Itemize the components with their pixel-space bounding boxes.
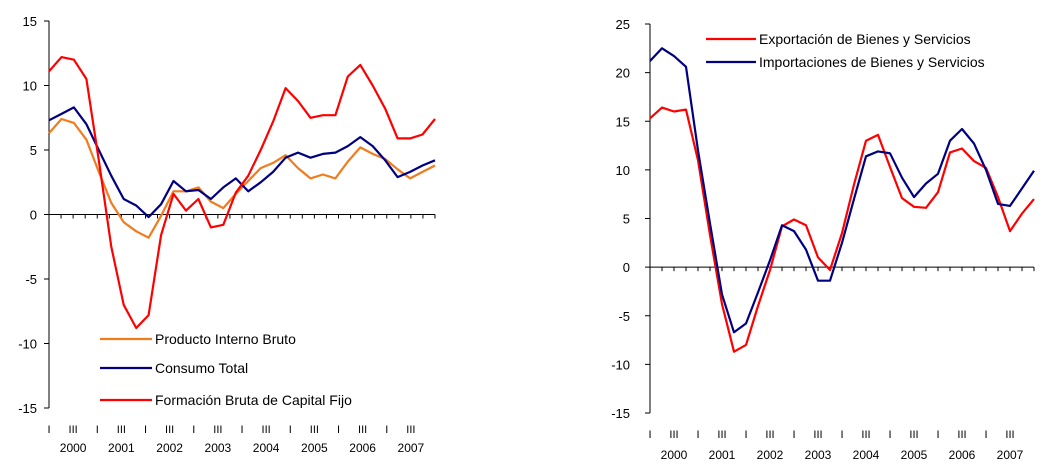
quarter-label: III (1005, 429, 1014, 441)
series-line-consumo-total (48, 106, 436, 219)
year-label: 2005 (901, 448, 928, 462)
y-tick-label: -15 (18, 401, 37, 416)
quarter-label: III (310, 424, 319, 436)
year-label: 2001 (108, 441, 135, 455)
quarter-label: III (717, 429, 726, 441)
quarter-label: III (358, 424, 367, 436)
y-tick-label: 15 (616, 114, 630, 129)
series-line-producto-interno-bruto (48, 117, 436, 239)
legend-label: Producto Interno Bruto (155, 331, 296, 347)
legend-label: Importaciones de Bienes y Servicios (759, 54, 985, 70)
series-line-importaciones-de-bienes-y-servicios (649, 47, 1035, 334)
quarter-label: I (192, 424, 195, 436)
y-tick-label: -10 (611, 357, 630, 372)
quarter-label: I (648, 429, 651, 441)
year-label: 2002 (156, 441, 183, 455)
year-label: 2006 (949, 448, 976, 462)
quarter-label: III (117, 424, 126, 436)
y-tick-label: -5 (618, 309, 630, 324)
quarter-label: I (385, 424, 388, 436)
y-tick-label: 15 (23, 14, 37, 29)
year-label: 2002 (757, 448, 784, 462)
quarter-label: III (669, 429, 678, 441)
series-line-formaci-n-bruta-de-capital-fijo (48, 55, 436, 330)
quarter-label: I (744, 429, 747, 441)
year-label: 2003 (805, 448, 832, 462)
y-tick-label: 25 (616, 17, 630, 32)
quarter-label: I (47, 424, 50, 436)
y-tick-label: 0 (30, 208, 37, 223)
year-label: 2004 (853, 448, 880, 462)
y-tick-label: -15 (611, 406, 630, 421)
quarter-label: III (213, 424, 222, 436)
quarter-label: III (861, 429, 870, 441)
y-tick-label: 0 (623, 260, 630, 275)
y-tick-label: 20 (616, 66, 630, 81)
y-tick-label: 10 (616, 163, 630, 178)
quarter-label: III (262, 424, 271, 436)
quarter-label: III (69, 424, 78, 436)
year-label: 2003 (205, 441, 232, 455)
quarter-label: I (840, 429, 843, 441)
y-tick-label: -10 (18, 337, 37, 352)
year-label: 2004 (253, 441, 280, 455)
quarter-label: I (696, 429, 699, 441)
year-label: 2000 (661, 448, 688, 462)
quarter-label: I (240, 424, 243, 436)
quarter-label: III (957, 429, 966, 441)
legend-label: Exportación de Bienes y Servicios (759, 31, 971, 47)
quarter-label: I (96, 424, 99, 436)
quarter-label: III (813, 429, 822, 441)
year-label: 2001 (709, 448, 736, 462)
quarter-label: I (289, 424, 292, 436)
legend-label: Consumo Total (155, 360, 248, 376)
quarter-label: III (909, 429, 918, 441)
year-label: 2007 (997, 448, 1024, 462)
year-label: 2005 (301, 441, 328, 455)
quarter-label: I (888, 429, 891, 441)
y-tick-label: -5 (25, 272, 37, 287)
year-label: 2007 (398, 441, 425, 455)
legend-label: Formación Bruta de Capital Fijo (155, 392, 352, 408)
y-tick-label: 5 (623, 212, 630, 227)
quarter-label: I (792, 429, 795, 441)
y-tick-label: 10 (23, 79, 37, 94)
quarter-label: I (144, 424, 147, 436)
quarter-label: III (165, 424, 174, 436)
y-tick-label: 5 (30, 143, 37, 158)
year-label: 2006 (349, 441, 376, 455)
quarter-label: I (337, 424, 340, 436)
series-line-exportaci-n-de-bienes-y-servicios (649, 106, 1035, 353)
quarter-label: III (765, 429, 774, 441)
quarter-label: I (984, 429, 987, 441)
quarter-label: I (936, 429, 939, 441)
year-label: 2000 (60, 441, 87, 455)
quarter-label: III (406, 424, 415, 436)
